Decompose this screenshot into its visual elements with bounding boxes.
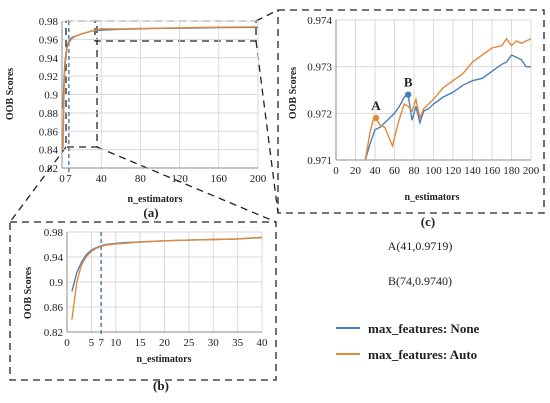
- x-tick-label: 40: [257, 337, 269, 349]
- y-tick-label: 0.86: [44, 302, 64, 314]
- y-tick-label: 0.88: [39, 108, 59, 120]
- panel-b-label: (b): [153, 378, 169, 393]
- annotation-point-a: A(41,0.9719): [388, 239, 453, 253]
- y-tick-label: 0.86: [39, 126, 59, 138]
- point-label-b: B: [404, 75, 413, 90]
- y-tick-label: 0.94: [39, 53, 59, 65]
- chart-panel-c: OOB Scores n_estimators (c) 0.971 0.972 0.…: [288, 15, 540, 229]
- x-tick-label: 200: [523, 165, 540, 177]
- x-tick-label: 25: [183, 337, 195, 349]
- x-tick-label: 120: [171, 173, 188, 185]
- zoom-box-c: [94, 20, 257, 42]
- y-tick-label: 0.98: [44, 227, 64, 239]
- x-tick-label: 0: [59, 173, 65, 185]
- y-tick-label: 0.971: [307, 155, 332, 167]
- frame-c: [277, 9, 545, 214]
- y-tick-label: 0.98: [39, 16, 59, 28]
- x-tick-label: 40: [370, 165, 382, 177]
- series-line-auto: [364, 37, 532, 160]
- x-tick-label: 5: [89, 337, 95, 349]
- annotation-point-b: B(74,0.9740): [388, 274, 452, 288]
- y-tick-label: 0.82: [39, 163, 58, 175]
- x-tick-label: 180: [503, 165, 520, 177]
- x-tick-label: 100: [425, 165, 442, 177]
- x-tick-label: 35: [232, 337, 244, 349]
- frame-b: [9, 221, 277, 381]
- x-tick-label: 0: [333, 165, 339, 177]
- x-tick-label: 160: [211, 173, 228, 185]
- x-tick-label: 200: [250, 173, 267, 185]
- x-tick-label: 15: [135, 337, 147, 349]
- x-tick-label: 120: [445, 165, 462, 177]
- y-tick-label: 0.972: [307, 108, 332, 120]
- x-tick-label: 40: [96, 173, 108, 185]
- connector-b-right: [96, 146, 277, 223]
- y-tick-label: 0.973: [307, 62, 332, 74]
- x-tick-label: 0: [64, 337, 70, 349]
- series-line-auto: [71, 236, 263, 320]
- panel-c-xlabel: n_estimators: [405, 192, 460, 203]
- y-tick-label: 0.96: [39, 34, 59, 46]
- panel-b-xlabel: n_estimators: [137, 354, 192, 365]
- legend-label-none: max_features: None: [368, 321, 480, 336]
- connector-b-left: [9, 146, 67, 223]
- x-tick-label: 30: [208, 337, 220, 349]
- series-line-auto: [62, 26, 259, 150]
- point-marker-a: [372, 114, 380, 122]
- legend-label-auto: max_features: Auto: [368, 347, 477, 362]
- y-tick-label: 0.82: [44, 327, 63, 339]
- y-tick-label: 0.974: [307, 15, 332, 27]
- x-tick-label: 10: [110, 337, 122, 349]
- y-tick-label: 0.92: [39, 71, 58, 83]
- x-tick-label: 20: [350, 165, 362, 177]
- chart-panel-b: OOB Scores n_estimators (b) 0.82 0.86 0.9 0…: [23, 227, 268, 393]
- y-tick-label: 0.94: [44, 252, 64, 264]
- point-marker-b: [404, 91, 412, 98]
- x-tick-label: 7: [66, 173, 72, 185]
- connector-c-bottom: [255, 40, 279, 214]
- panel-a-label: (a): [143, 205, 158, 220]
- x-tick-label: 60: [389, 165, 401, 177]
- connector-c-top: [255, 9, 279, 22]
- legend: max_features: None max_features: Auto: [336, 321, 480, 362]
- series-line-none: [364, 54, 531, 160]
- point-label-a: A: [371, 98, 381, 113]
- panel-c-ylabel: OOB Scores: [288, 67, 299, 119]
- y-tick-label: 0.9: [49, 277, 63, 289]
- x-tick-label: 7: [98, 337, 104, 349]
- panel-c-label: (c): [421, 214, 435, 229]
- panel-a-xlabel: n_estimators: [128, 194, 183, 205]
- x-tick-label: 20: [159, 337, 171, 349]
- x-tick-label: 80: [409, 165, 421, 177]
- y-tick-label: 0.84: [39, 145, 59, 157]
- x-tick-label: 160: [484, 165, 501, 177]
- panel-b-ylabel: OOB Scores: [23, 267, 34, 319]
- chart-panel-a: OOB Scores n_estimators (a) 0.82 0.84 0.86…: [5, 16, 267, 220]
- x-tick-label: 140: [464, 165, 481, 177]
- y-tick-label: 0.9: [44, 90, 58, 102]
- x-tick-label: 80: [135, 173, 147, 185]
- panel-a-ylabel: OOB Scores: [5, 68, 16, 120]
